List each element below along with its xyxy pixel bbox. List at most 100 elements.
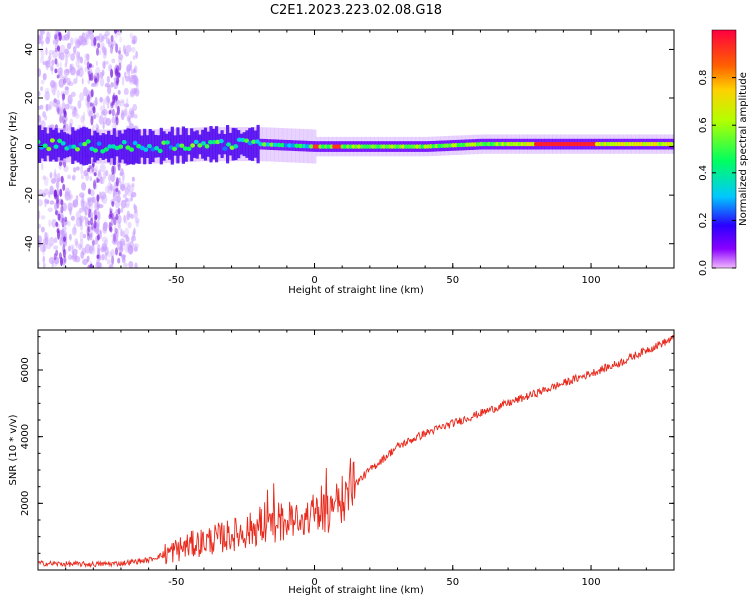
spectrogram-band (123, 129, 127, 164)
spectrogram-core (652, 141, 657, 147)
spectrogram-speckle (38, 223, 42, 229)
spectrogram-core (373, 144, 378, 149)
spectrogram-speckle (94, 200, 98, 210)
spectrogram-speckle (131, 88, 138, 95)
spectrogram-speckle (86, 53, 90, 62)
spectrogram-core (190, 143, 196, 148)
spectrogram-streak (57, 230, 60, 240)
spectrogram-speckle (85, 216, 89, 225)
spectrogram-x-tick-label: 0 (311, 275, 317, 286)
spectrogram-streak (54, 68, 58, 74)
spectrogram-streak (110, 68, 114, 78)
spectrogram-streak (53, 98, 57, 103)
spectrogram-speckle (99, 163, 106, 173)
spectrogram-speckle (113, 225, 117, 235)
spectrogram-speckle (91, 82, 96, 87)
spectrogram-speckle (42, 243, 47, 252)
snr-ticks: -50 0 50 100 2000 4000 6000 (20, 330, 675, 588)
spectrogram-speckle (120, 207, 124, 213)
spectrogram-speckle (84, 218, 90, 228)
spectrogram-band (129, 128, 133, 165)
spectrogram-streak (60, 205, 64, 214)
spectrogram-speckle (64, 187, 71, 197)
spectrogram-speckle (74, 113, 80, 119)
spectrogram-core (244, 138, 249, 143)
spectrogram-speckle (116, 195, 121, 203)
spectrogram-streak (59, 161, 62, 167)
spectrogram-streak (110, 213, 114, 220)
spectrogram-streak (117, 50, 121, 55)
spectrogram-speckle (81, 77, 84, 85)
spectrogram-core (572, 141, 577, 147)
spectrogram-speckle (48, 236, 55, 247)
spectrogram-core (528, 141, 533, 147)
spectrogram-core (107, 144, 113, 149)
spectrogram-speckle (108, 173, 112, 183)
spectrogram-core (597, 141, 602, 147)
spectrogram-streak (117, 72, 121, 78)
spectrogram-speckle (132, 103, 138, 112)
spectrogram-speckle (75, 39, 81, 49)
spectrogram-speckle (48, 219, 52, 227)
spectrogram-speckle (78, 67, 84, 78)
spectrogram-speckle (76, 50, 79, 60)
spectrogram-y-tick-label: 20 (24, 92, 35, 105)
spectrogram-speckle (102, 49, 107, 60)
spectrogram-streak (88, 63, 92, 68)
spectrogram-speckle (79, 56, 83, 64)
snr-x-tick-label: 50 (446, 577, 459, 588)
spectrogram-core (222, 146, 228, 151)
spectrogram-speckle (112, 192, 118, 202)
spectrogram-speckle (98, 204, 104, 209)
spectrogram-streak (96, 178, 100, 183)
spectrogram-streak (63, 108, 66, 115)
spectrogram-core (326, 144, 331, 149)
spectrogram-streak (64, 216, 68, 222)
spectrogram-core (412, 144, 417, 149)
spectrogram-streak (112, 101, 115, 106)
spectrogram-speckle (92, 240, 99, 245)
spectrogram-speckle (128, 200, 130, 207)
spectrogram-speckle (134, 65, 138, 74)
spectrogram-core (603, 141, 608, 147)
spectrogram-speckle (114, 32, 118, 38)
spectrogram-band (49, 127, 53, 162)
spectrogram-streak (94, 214, 98, 220)
spectrogram-core (487, 141, 491, 147)
spectrogram-speckle (48, 191, 51, 198)
spectrogram-speckle (120, 99, 125, 104)
spectrogram-band (220, 130, 224, 158)
spectrogram-core (564, 141, 569, 147)
spectrogram-speckle (41, 41, 44, 48)
spectrogram-speckle (119, 244, 124, 254)
spectrogram-band (76, 129, 80, 163)
spectrogram-core (226, 142, 231, 147)
spectrogram-speckle (101, 61, 106, 69)
spectrogram-core (46, 146, 52, 152)
spectrogram-speckle (81, 182, 87, 191)
spectrogram-x-tick-label: -50 (168, 275, 184, 286)
spectrogram-streak (117, 90, 121, 95)
spectrogram-speckle (135, 219, 139, 228)
spectrogram-streak (114, 30, 117, 34)
spectrogram-speckle (118, 46, 122, 55)
spectrogram-streak (110, 82, 114, 88)
spectrogram-speckle (94, 96, 98, 107)
spectrogram-x-tick-label: 50 (446, 275, 459, 286)
spectrogram-speckle (44, 87, 50, 94)
spectrogram-speckle (52, 39, 56, 45)
spectrogram-speckle (121, 171, 125, 182)
spectrogram-core (390, 144, 395, 149)
spectrogram-speckle (38, 115, 42, 124)
spectrogram-speckle (78, 207, 85, 213)
spectrogram-y-tick-label: -20 (24, 187, 35, 203)
spectrogram-speckle (70, 53, 75, 61)
spectrogram-speckle (120, 253, 125, 260)
spectrogram-speckle (97, 264, 100, 268)
spectrogram-speckle (107, 182, 112, 190)
spectrogram-speckle (71, 226, 77, 236)
spectrogram-speckle (78, 51, 81, 61)
spectrogram-streak (60, 199, 64, 206)
spectrogram-speckle (52, 50, 58, 59)
spectrogram-speckle (118, 220, 121, 229)
